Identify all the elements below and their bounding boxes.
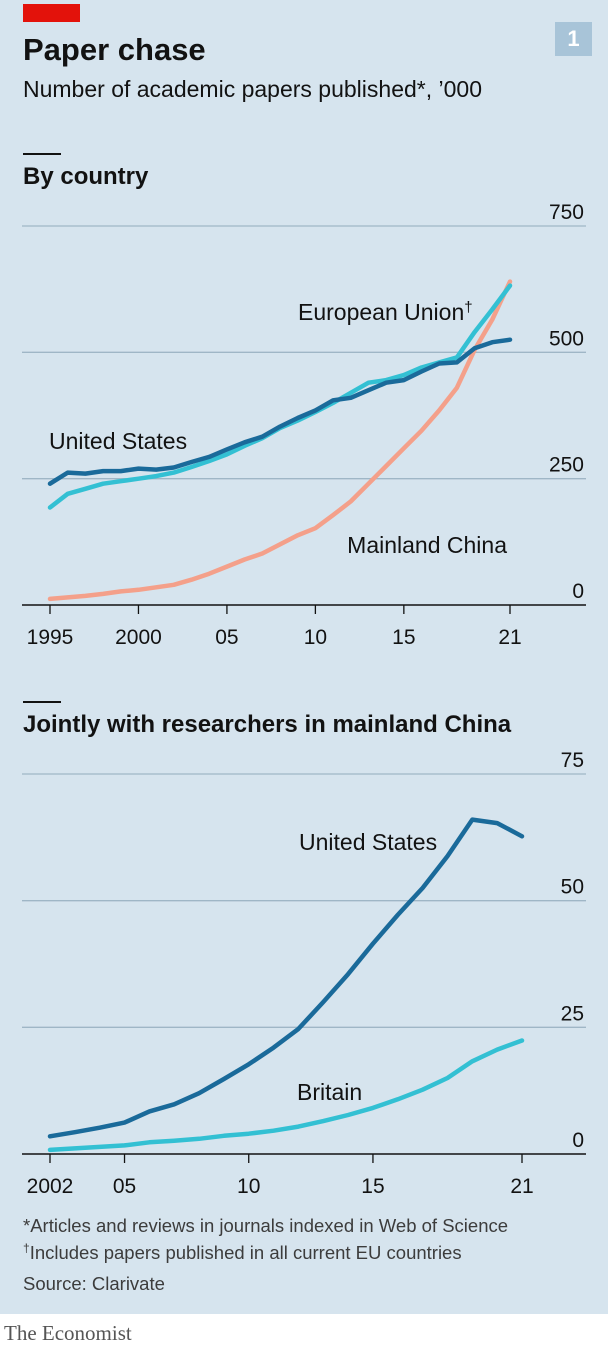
y-tick-label: 500: [549, 327, 584, 350]
source-note: Source: Clarivate: [23, 1273, 165, 1294]
series-label-united-states: United States: [49, 428, 187, 454]
series-line-united-states: [47, 817, 525, 1139]
x-tick-label: 1995: [27, 626, 74, 649]
footnote-articles: *Articles and reviews in journals indexe…: [23, 1215, 509, 1236]
footnote-eu: †Includes papers published in all curren…: [23, 1241, 462, 1264]
x-tick-label: 21: [510, 1175, 533, 1198]
section-marker: [23, 701, 61, 703]
x-tick-label: 05: [215, 626, 238, 649]
section-marker: [23, 153, 61, 155]
y-tick-label: 50: [561, 876, 584, 899]
chart-subtitle: Number of academic papers published*, ’0…: [23, 76, 482, 102]
y-tick-label: 250: [549, 454, 584, 477]
dagger-mark: †: [464, 299, 472, 316]
x-tick-label: 2002: [27, 1175, 74, 1198]
x-tick-label: 15: [361, 1175, 384, 1198]
x-tick-label: 10: [237, 1175, 260, 1198]
series-label-united-states: United States: [299, 829, 437, 855]
x-tick-label: 05: [113, 1175, 136, 1198]
series-line-united-states: [47, 337, 513, 486]
series-label-britain: Britain: [297, 1079, 362, 1105]
series-line-mainland-china: [47, 279, 513, 602]
economist-logo-text: The Economist: [4, 1321, 132, 1345]
brand-red-bar: [23, 4, 80, 22]
y-tick-label: 0: [572, 1129, 584, 1152]
series-line-britain: [47, 1038, 525, 1153]
x-tick-label: 15: [392, 626, 415, 649]
y-tick-label: 750: [549, 201, 584, 224]
dagger-mark: †: [23, 1241, 30, 1255]
chart-title: Paper chase: [23, 32, 206, 67]
chart-by-country: 0 250 500 750 1995 2000 05 10 15 21 Mainland China…: [22, 201, 586, 649]
y-tick-label: 75: [561, 749, 584, 772]
chart-number-badge: 1: [555, 22, 592, 56]
series-label-european-union: European Union†: [298, 299, 473, 325]
section-title-jointly: Jointly with researchers in mainland Chi…: [23, 711, 512, 738]
chart-panel: [0, 0, 608, 1314]
y-tick-label: 0: [572, 580, 584, 603]
x-tick-label: 10: [304, 626, 327, 649]
x-tick-label: 2000: [115, 626, 162, 649]
x-tick-label: 21: [498, 626, 521, 649]
chart-jointly-china: 0 25 50 75 2002 05 10 15 21 United States Britain: [22, 749, 586, 1198]
section-title-by-country: By country: [23, 163, 149, 190]
series-label-mainland-china: Mainland China: [347, 532, 507, 558]
y-tick-label: 25: [561, 1002, 584, 1025]
footnote-eu-text: Includes papers published in all current…: [29, 1242, 462, 1264]
